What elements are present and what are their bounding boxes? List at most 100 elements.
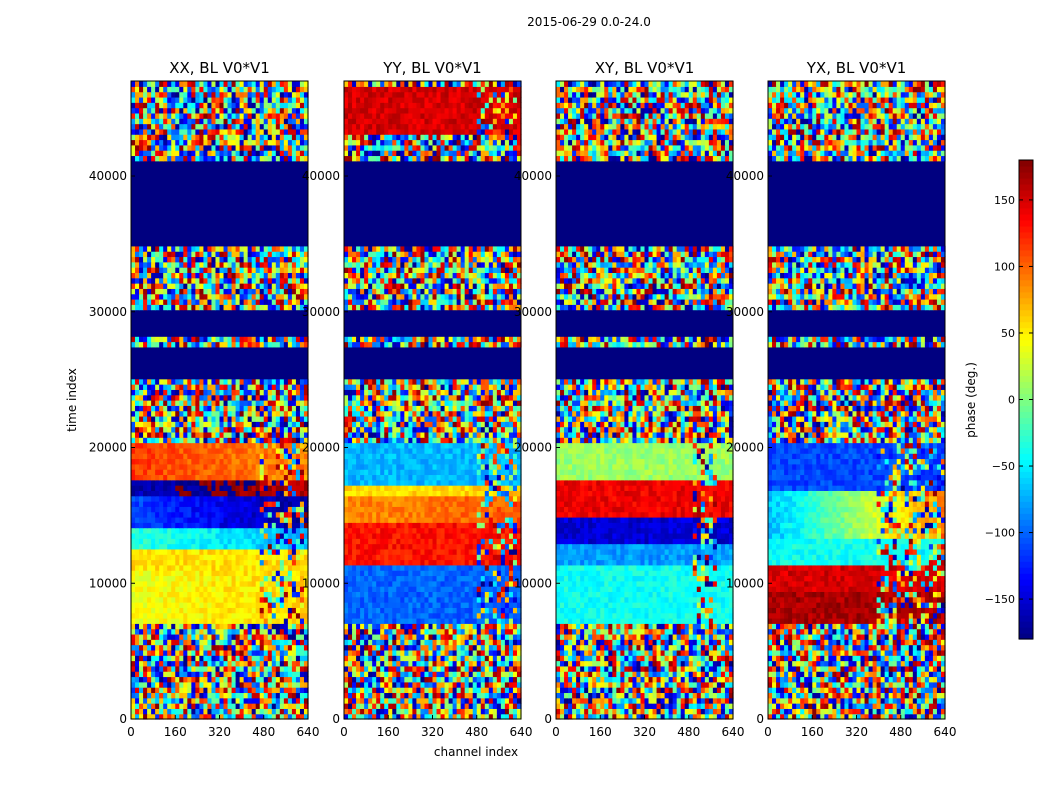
colorbar-segment [1019, 267, 1033, 275]
colorbar-segment [1019, 225, 1033, 233]
heatmap-cells [344, 81, 522, 720]
colorbar-segment [1019, 201, 1033, 209]
colorbar-tick-label: 150 [994, 194, 1015, 207]
colorbar-segment [1019, 531, 1033, 538]
y-tick-label: 20000 [302, 441, 340, 455]
colorbar-segment [1019, 207, 1033, 215]
x-tick-label: 0 [552, 725, 560, 739]
colorbar-label: phase (deg.) [964, 362, 978, 438]
colorbar-segment [1019, 255, 1033, 263]
panel-3: YX, BL V0*V1 0 160 320 480 640 0 10000 20000 3000… [726, 59, 957, 739]
figure-suptitle: 2015-06-29 0.0-24.0 [527, 15, 651, 29]
colorbar-segment [1019, 279, 1033, 287]
colorbar-segment [1019, 393, 1033, 401]
colorbar-segment [1019, 597, 1033, 604]
colorbar: 150 100 50 0 −50 −100 −150 phase (deg.) [964, 159, 1034, 640]
colorbar-segment [1019, 567, 1033, 574]
colorbar-segment [1019, 345, 1033, 353]
colorbar-tick-label: −150 [985, 593, 1015, 606]
colorbar-segment [1019, 549, 1033, 556]
panel-2: XY, BL V0*V1 0 160 320 480 640 0 10000 20000 3000… [514, 59, 745, 739]
colorbar-segment [1019, 249, 1033, 257]
colorbar-segment [1019, 285, 1033, 293]
colorbar-segment [1019, 543, 1033, 550]
colorbar-segment [1019, 423, 1033, 431]
y-tick-label: 0 [119, 712, 127, 726]
colorbar-segment [1019, 273, 1033, 281]
colorbar-segment [1019, 387, 1033, 395]
colorbar-segment [1019, 339, 1033, 347]
colorbar-tick-label: −100 [985, 527, 1015, 540]
panel-title: XX, BL V0*V1 [169, 59, 270, 77]
y-tick-label: 40000 [726, 169, 764, 183]
y-tick-label: 20000 [514, 441, 552, 455]
colorbar-segment [1019, 579, 1033, 586]
y-tick-label: 10000 [514, 576, 552, 590]
colorbar-segment [1019, 381, 1033, 389]
colorbar-segment [1019, 471, 1033, 478]
colorbar-segment [1019, 585, 1033, 592]
colorbar-segment [1019, 477, 1033, 484]
x-tick-label: 160 [589, 725, 612, 739]
x-tick-label: 0 [764, 725, 772, 739]
x-tick-label: 320 [845, 725, 868, 739]
colorbar-segment [1019, 495, 1033, 502]
y-tick-label: 0 [544, 712, 552, 726]
x-tick-label: 0 [340, 725, 348, 739]
colorbar-segment [1019, 459, 1033, 466]
x-tick-label: 480 [889, 725, 912, 739]
colorbar-segment [1019, 183, 1033, 191]
panel-title: YY, BL V0*V1 [382, 59, 481, 77]
colorbar-segment [1019, 261, 1033, 269]
x-tick-label: 640 [934, 725, 957, 739]
colorbar-segment [1019, 453, 1033, 460]
colorbar-segment [1019, 291, 1033, 299]
colorbar-segment [1019, 297, 1033, 305]
x-tick-label: 320 [633, 725, 656, 739]
heatmap-cells [768, 81, 946, 720]
x-tick-label: 0 [127, 725, 135, 739]
colorbar-segment [1019, 237, 1033, 245]
colorbar-segment [1019, 519, 1033, 526]
colorbar-segment [1019, 165, 1033, 173]
colorbar-segment [1019, 327, 1033, 335]
colorbar-segment [1019, 483, 1033, 490]
heatmap-cells [556, 81, 734, 720]
y-tick-label: 40000 [302, 169, 340, 183]
x-tick-label: 640 [722, 725, 745, 739]
x-tick-label: 160 [164, 725, 187, 739]
colorbar-segment [1019, 399, 1033, 407]
colorbar-tick-label: 50 [1001, 327, 1015, 340]
colorbar-segment [1019, 160, 1033, 167]
colorbar-segment [1019, 447, 1033, 454]
panel-title: YX, BL V0*V1 [806, 59, 907, 77]
y-tick-label: 10000 [302, 576, 340, 590]
colorbar-segment [1019, 435, 1033, 443]
x-tick-label: 160 [377, 725, 400, 739]
colorbar-segment [1019, 189, 1033, 197]
colorbar-segment [1019, 243, 1033, 251]
y-tick-label: 30000 [726, 305, 764, 319]
panel-0: XX, BL V0*V1 0 160 320 480 640 0 10000 20000 3000… [89, 59, 320, 739]
colorbar-segment [1019, 219, 1033, 227]
colorbar-segment [1019, 303, 1033, 311]
heatmap-cells [131, 81, 309, 720]
colorbar-segment [1019, 417, 1033, 425]
colorbar-segment [1019, 171, 1033, 179]
x-tick-label: 480 [465, 725, 488, 739]
colorbar-segment [1019, 351, 1033, 359]
colorbar-segment [1019, 321, 1033, 329]
y-tick-label: 30000 [514, 305, 552, 319]
colorbar-segment [1019, 375, 1033, 383]
colorbar-segment [1019, 555, 1033, 562]
colorbar-segment [1019, 231, 1033, 239]
colorbar-segment [1019, 213, 1033, 221]
colorbar-segment [1019, 501, 1033, 508]
colorbar-segment [1019, 195, 1033, 203]
colorbar-segment [1019, 603, 1033, 610]
y-tick-label: 10000 [726, 576, 764, 590]
colorbar-segment [1019, 507, 1033, 514]
colorbar-segment [1019, 309, 1033, 317]
y-tick-label: 20000 [726, 441, 764, 455]
